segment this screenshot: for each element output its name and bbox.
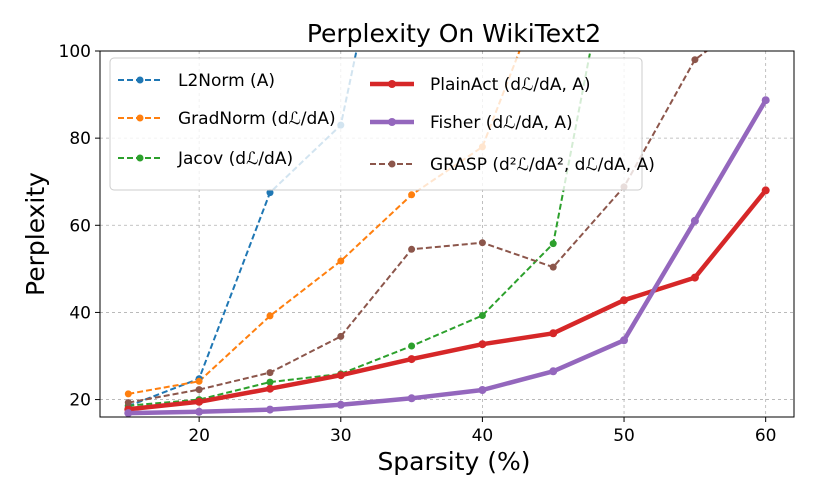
series-point xyxy=(407,394,416,403)
y-tick-label: 100 xyxy=(59,42,91,62)
series-point xyxy=(690,216,699,225)
axis-ticks: 20 30 40 50 60 20 40 60 80 100 xyxy=(59,42,777,446)
legend-label-fisher: Fisher (dℒ/dA, A) xyxy=(430,113,573,133)
series-line-3 xyxy=(128,188,768,412)
series-point xyxy=(336,371,345,380)
chart-title: Perplexity On WikiText2 xyxy=(307,19,601,48)
x-tick-label: 20 xyxy=(188,426,210,446)
x-tick-label: 30 xyxy=(330,426,352,446)
series-markers xyxy=(124,4,770,417)
series-point xyxy=(762,4,769,11)
x-tick-label: 40 xyxy=(472,426,494,446)
series-point xyxy=(336,400,345,409)
series-point xyxy=(266,189,274,197)
y-axis-title: Perplexity xyxy=(21,172,50,296)
series-point xyxy=(266,312,274,320)
legend-label-plainact: PlainAct (dℒ/dA, A) xyxy=(430,75,591,95)
series-point xyxy=(690,273,699,282)
series-point xyxy=(408,342,416,350)
series-point xyxy=(478,386,487,394)
series-point xyxy=(691,56,699,64)
series-point xyxy=(195,386,203,394)
series-point xyxy=(407,355,416,364)
series-point xyxy=(761,96,770,105)
series-point xyxy=(408,191,416,199)
legend-entry-plainact: PlainAct (dℒ/dA, A) xyxy=(370,75,591,95)
series-point xyxy=(266,384,274,393)
legend-label-jacov: Jacov (dℒ/dA) xyxy=(177,149,293,169)
legend-label-l2norm: L2Norm (A) xyxy=(178,71,275,91)
series-point xyxy=(337,257,345,265)
series-point xyxy=(266,378,274,386)
y-tick-label: 80 xyxy=(69,129,91,149)
series-line-2 xyxy=(128,51,592,407)
legend-entry-l2norm: L2Norm (A) xyxy=(118,71,275,91)
series-point xyxy=(478,340,487,349)
series-point xyxy=(124,390,132,398)
series-line-5 xyxy=(128,51,709,404)
series-point xyxy=(761,186,770,195)
x-tick-label: 60 xyxy=(755,426,777,446)
series-lines xyxy=(127,51,768,416)
legend-entry-gradnorm: GradNorm (dℒ/dA) xyxy=(118,109,336,129)
series-point xyxy=(549,329,558,338)
series-point xyxy=(124,399,132,407)
legend-entry-fisher: Fisher (dℒ/dA, A) xyxy=(370,113,573,133)
legend-entry-grasp: GRASP (d²ℒ/dA², dℒ/dA, A) xyxy=(370,155,655,175)
series-point xyxy=(124,409,133,417)
x-axis-title: Sparsity (%) xyxy=(377,447,530,476)
series-point xyxy=(620,296,628,305)
series-point xyxy=(549,367,558,376)
y-tick-label: 40 xyxy=(69,303,91,323)
series-point xyxy=(620,336,628,345)
series-point xyxy=(195,397,204,406)
plot-frame xyxy=(99,50,795,418)
series-point xyxy=(408,245,416,253)
x-tick-label: 50 xyxy=(613,426,635,446)
legend-entry-jacov: Jacov (dℒ/dA) xyxy=(118,149,293,169)
series-point xyxy=(266,369,274,377)
legend: L2Norm (A) GradNorm (dℒ/dA) Jacov (dℒ/dA… xyxy=(109,57,655,191)
legend-label-gradnorm: GradNorm (dℒ/dA) xyxy=(178,109,336,129)
series-point xyxy=(549,263,557,271)
series-point xyxy=(478,239,486,247)
series-line-4 xyxy=(128,99,768,416)
legend-label-grasp: GRASP (d²ℒ/dA², dℒ/dA, A) xyxy=(430,155,655,175)
series-point xyxy=(266,405,274,414)
series-point xyxy=(337,332,345,340)
y-tick-label: 60 xyxy=(69,216,91,236)
series-point xyxy=(195,407,204,416)
series-point xyxy=(549,240,557,248)
series-point xyxy=(478,312,486,319)
y-tick-label: 20 xyxy=(69,391,91,411)
series-point xyxy=(195,377,203,385)
